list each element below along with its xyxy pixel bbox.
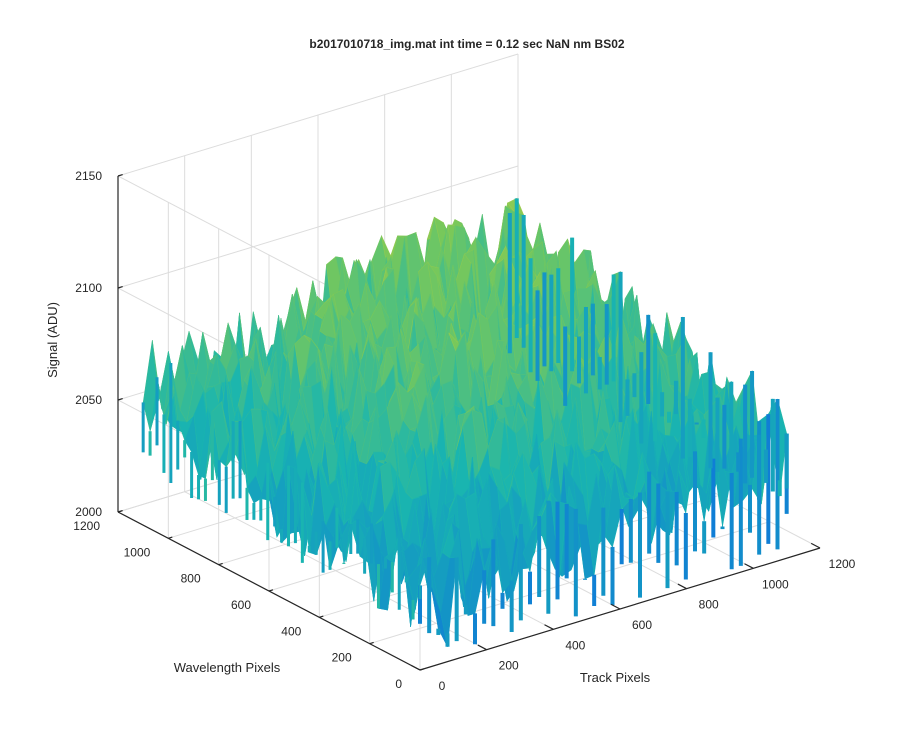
y-tick-mark: [419, 668, 425, 671]
y-tick-mark: [218, 562, 223, 566]
z-tick-mark: [117, 510, 123, 513]
axis-layer: [117, 174, 821, 671]
x-tick-label: 200: [499, 659, 519, 673]
grid-line: [117, 53, 519, 177]
z-tick-mark: [117, 174, 123, 177]
y-tick-label: 0: [395, 677, 402, 691]
y-tick-label: 1000: [124, 545, 151, 559]
y-tick-label: 800: [181, 572, 201, 586]
z-tick-mark: [117, 398, 123, 401]
z-tick-label: 2050: [75, 393, 102, 407]
x-tick-mark: [810, 542, 821, 549]
x-tick-label: 400: [565, 638, 585, 652]
grid-line: [117, 165, 519, 289]
z-axis-label: Signal (ADU): [45, 302, 60, 378]
x-tick-label: 0: [439, 679, 446, 693]
y-tick-mark: [268, 589, 274, 592]
z-tick-label: 2150: [75, 169, 102, 183]
y-tick-label: 200: [332, 651, 352, 665]
surface-layer: [141, 197, 789, 647]
y-tick-mark: [168, 536, 173, 539]
chart-title: b2017010718_img.mat int time = 0.12 sec …: [309, 37, 624, 51]
x-tick-label: 600: [632, 618, 652, 632]
y-tick-mark: [369, 641, 374, 645]
y-tick-label: 1200: [73, 519, 100, 533]
x-tick-mark: [477, 644, 487, 651]
x-tick-label: 1000: [762, 577, 789, 591]
y-axis-label: Wavelength Pixels: [174, 660, 281, 675]
x-tick-label: 1200: [829, 557, 856, 571]
y-tick-label: 600: [231, 598, 251, 612]
x-tick-mark: [744, 563, 754, 569]
z-tick-label: 2100: [75, 281, 102, 295]
x-axis-label: Track Pixels: [580, 670, 651, 685]
x-tick-mark: [410, 664, 421, 671]
x-tick-mark: [677, 583, 687, 590]
y-tick-label: 400: [281, 624, 301, 638]
x-tick-label: 800: [699, 598, 719, 612]
x-tick-mark: [544, 624, 554, 630]
x-tick-mark: [610, 603, 621, 610]
z-tick-label: 2000: [75, 505, 102, 519]
z-tick-mark: [117, 286, 123, 289]
y-tick-mark: [319, 615, 324, 618]
tick-layer: 0 200 400 600 800 1000 1200 0 200 400 600 800 1000 12…: [73, 169, 855, 693]
